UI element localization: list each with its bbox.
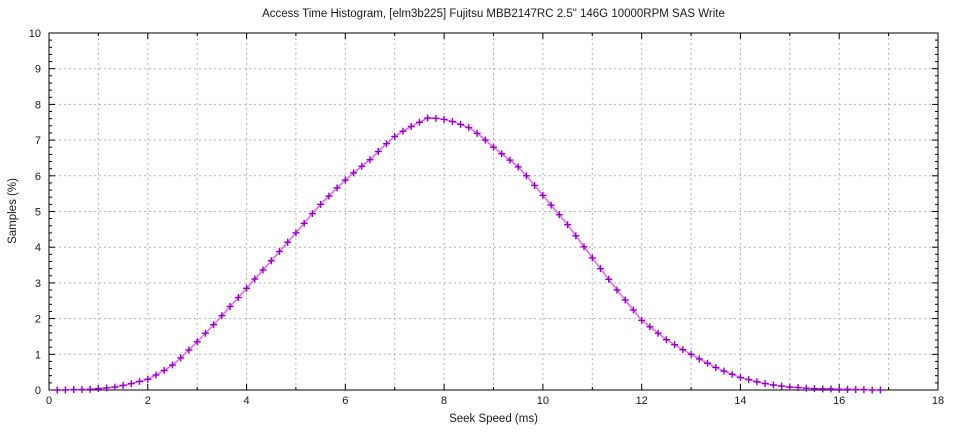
svg-text:12: 12 — [636, 395, 648, 407]
svg-text:6: 6 — [35, 171, 41, 183]
svg-text:18: 18 — [932, 395, 944, 407]
svg-text:9: 9 — [35, 64, 41, 76]
svg-text:2: 2 — [35, 314, 41, 326]
y-axis-label: Samples (%) — [7, 178, 19, 244]
svg-text:4: 4 — [244, 395, 250, 407]
svg-text:10: 10 — [537, 395, 549, 407]
svg-text:8: 8 — [35, 99, 41, 111]
svg-text:14: 14 — [734, 395, 746, 407]
svg-text:10: 10 — [29, 28, 41, 40]
x-axis-label: Seek Speed (ms) — [449, 413, 538, 425]
svg-text:6: 6 — [342, 395, 348, 407]
svg-text:5: 5 — [35, 207, 41, 219]
svg-text:8: 8 — [441, 395, 447, 407]
svg-text:16: 16 — [833, 395, 845, 407]
svg-text:3: 3 — [35, 278, 41, 290]
svg-text:7: 7 — [35, 135, 41, 147]
svg-text:0: 0 — [46, 395, 52, 407]
chart-title: Access Time Histogram, [elm3b225] Fujits… — [262, 8, 725, 20]
svg-text:4: 4 — [35, 242, 41, 254]
svg-text:0: 0 — [35, 385, 41, 397]
svg-text:2: 2 — [145, 395, 151, 407]
svg-text:1: 1 — [35, 349, 41, 361]
